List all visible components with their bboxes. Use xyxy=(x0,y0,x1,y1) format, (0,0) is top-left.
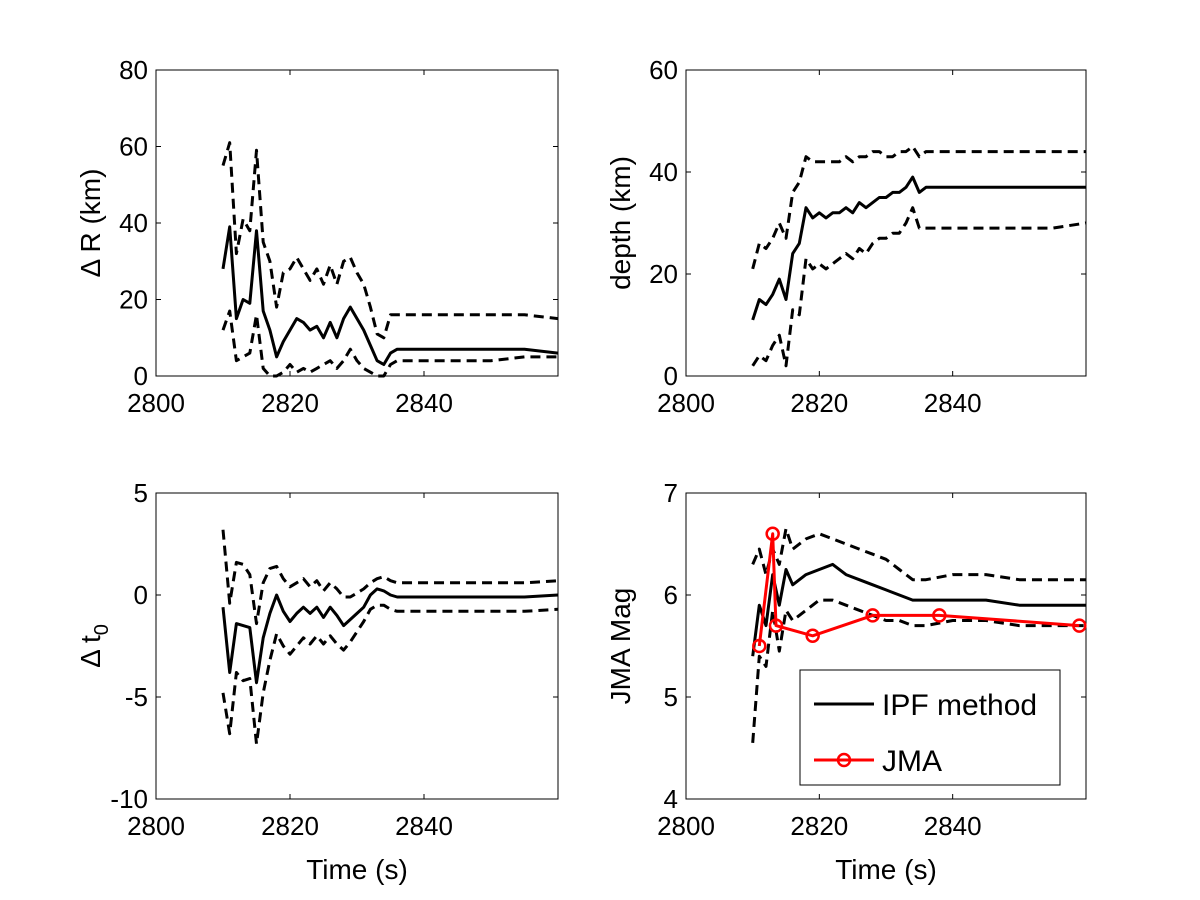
series-line-2-bound xyxy=(221,141,558,340)
series-line-3-bound xyxy=(221,309,558,378)
y-tick-label: 80 xyxy=(119,55,148,85)
series-line-4 xyxy=(757,532,1080,647)
series-line-1 xyxy=(221,587,558,685)
axes-box xyxy=(155,492,559,800)
x-tick-label: 2800 xyxy=(657,811,715,841)
x-axis-label: Time (s) xyxy=(835,854,937,885)
x-tick-label: 2840 xyxy=(395,388,453,418)
y-tick-label: 5 xyxy=(664,682,678,712)
legend-marker xyxy=(836,752,852,768)
y-tick-label: 20 xyxy=(649,259,678,289)
x-tick-label: 2840 xyxy=(924,388,982,418)
x-tick-label: 2820 xyxy=(261,811,319,841)
jma-marker xyxy=(865,608,880,623)
x-tick-label: 2800 xyxy=(127,388,185,418)
series-line-2-bound xyxy=(751,145,1086,270)
legend-label: IPF method xyxy=(882,689,1037,722)
y-tick-label: 0 xyxy=(134,361,148,391)
jma-marker xyxy=(1072,618,1087,633)
axes-box xyxy=(685,69,1087,377)
y-tick-label: 4 xyxy=(664,784,678,814)
y-tick-label: 0 xyxy=(664,361,678,391)
jma-marker xyxy=(765,526,780,542)
x-tick-label: 2820 xyxy=(790,388,848,418)
y-axis-label-subscript: 0 xyxy=(91,624,113,635)
x-tick-label: 2800 xyxy=(657,388,715,418)
x-axis-label: Time (s) xyxy=(306,854,408,885)
y-tick-label: 7 xyxy=(664,478,678,508)
series-line-1 xyxy=(221,225,558,366)
y-tick-label: 6 xyxy=(664,580,678,610)
y-tick-label: 60 xyxy=(119,132,148,162)
x-tick-label: 2800 xyxy=(127,811,185,841)
series-line-1 xyxy=(751,175,1086,321)
subplot-2: 2800 2820 2840 0 20 40 60 depth (km) xyxy=(605,55,1087,418)
legend-label: JMA xyxy=(882,745,942,778)
axes-box xyxy=(685,492,1087,800)
y-tick-label: -5 xyxy=(125,682,148,712)
y-axis-label: JMA Mag xyxy=(605,588,636,705)
y-axis-label: depth (km) xyxy=(605,156,636,290)
y-tick-label: 20 xyxy=(119,285,148,315)
y-axis-label: Δ t0 xyxy=(75,624,113,668)
y-tick-label: 0 xyxy=(134,580,148,610)
x-tick-label: 2820 xyxy=(790,811,848,841)
jma-marker xyxy=(932,608,947,623)
jma-marker xyxy=(805,628,820,644)
y-tick-label: 40 xyxy=(119,208,148,238)
y-tick-label: 5 xyxy=(134,478,148,508)
jma-marker xyxy=(768,618,784,633)
subplot-3: 2800 2820 2840 -10 -5 0 5 Δ t0 Time (s) xyxy=(75,478,559,885)
axes-box xyxy=(155,69,559,377)
subplot-1: 2800 2820 2840 0 20 40 60 80 Δ R (km) xyxy=(75,55,559,418)
series-line-3-bound xyxy=(221,603,558,746)
y-tick-label: -10 xyxy=(110,784,148,814)
y-axis-label: Δ R (km) xyxy=(75,169,106,278)
y-tick-label: 60 xyxy=(649,55,678,85)
x-tick-label: 2840 xyxy=(395,811,453,841)
series-line-1 xyxy=(751,562,1086,657)
legend: IPF method JMA xyxy=(799,669,1061,786)
series-line-2-bound xyxy=(221,529,558,626)
jma-marker xyxy=(752,638,767,654)
y-tick-label: 40 xyxy=(649,157,678,187)
series-line-2-bound xyxy=(751,527,1086,582)
subplot-4: 2800 2820 2840 4 5 6 7 JMA Mag Time (s) IPF metho… xyxy=(605,478,1087,885)
x-tick-label: 2840 xyxy=(924,811,982,841)
x-tick-label: 2820 xyxy=(261,388,319,418)
